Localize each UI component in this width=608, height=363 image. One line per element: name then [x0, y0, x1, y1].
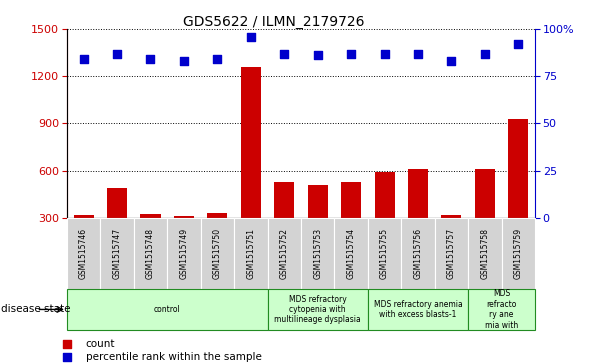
Bar [268, 218, 301, 289]
Bar [234, 218, 268, 289]
Bar [274, 182, 294, 265]
Text: GSM1515750: GSM1515750 [213, 228, 222, 279]
Point [379, 51, 389, 57]
Text: GSM1515746: GSM1515746 [79, 228, 88, 279]
Bar [241, 67, 261, 265]
Bar [308, 185, 328, 265]
Text: GSM1515753: GSM1515753 [313, 228, 322, 279]
Point [112, 51, 122, 57]
Bar [368, 218, 401, 289]
Bar [334, 218, 368, 289]
Text: GSM1515759: GSM1515759 [514, 228, 523, 279]
Bar [100, 218, 134, 289]
Text: GSM1515747: GSM1515747 [112, 228, 122, 279]
Text: MDS refractory
cytopenia with
multilineage dysplasia: MDS refractory cytopenia with multilinea… [274, 294, 361, 325]
Bar [408, 169, 428, 265]
Point [413, 51, 423, 57]
Bar [508, 119, 528, 265]
Bar [140, 214, 161, 265]
Bar [174, 216, 194, 265]
Text: disease state: disease state [1, 305, 71, 314]
Bar [67, 289, 268, 330]
Bar [74, 215, 94, 265]
Text: GSM1515751: GSM1515751 [246, 228, 255, 279]
Point [296, 174, 306, 180]
Point [347, 51, 356, 57]
Bar [134, 218, 167, 289]
Text: count: count [86, 339, 115, 349]
Bar [468, 218, 502, 289]
Text: control: control [154, 305, 181, 314]
Bar [301, 218, 334, 289]
Bar [375, 172, 395, 265]
Point [179, 58, 188, 64]
Point [513, 41, 523, 47]
Bar [67, 218, 100, 289]
Text: GSM1515758: GSM1515758 [480, 228, 489, 279]
Bar [268, 289, 368, 330]
Text: GSM1515752: GSM1515752 [280, 228, 289, 279]
Bar [435, 218, 468, 289]
Point [446, 58, 456, 64]
Bar [368, 289, 468, 330]
Text: GDS5622 / ILMN_2179726: GDS5622 / ILMN_2179726 [183, 15, 364, 29]
Text: GSM1515749: GSM1515749 [179, 228, 188, 279]
Text: GSM1515748: GSM1515748 [146, 228, 155, 279]
Text: GSM1515756: GSM1515756 [413, 228, 423, 279]
Bar [475, 169, 495, 265]
Point [78, 56, 89, 62]
Text: GSM1515757: GSM1515757 [447, 228, 456, 279]
Bar [107, 188, 127, 265]
Text: MDS
refracto
ry ane
mia with: MDS refracto ry ane mia with [485, 289, 518, 330]
Bar [441, 215, 461, 265]
Text: GSM1515755: GSM1515755 [380, 228, 389, 279]
Text: percentile rank within the sample: percentile rank within the sample [86, 352, 261, 362]
Bar [201, 218, 234, 289]
Point [212, 56, 222, 62]
Point [246, 34, 255, 40]
Point [313, 53, 322, 58]
Point [279, 51, 289, 57]
Bar [401, 218, 435, 289]
Text: GSM1515754: GSM1515754 [347, 228, 356, 279]
Bar [167, 218, 201, 289]
Point [145, 56, 155, 62]
Text: MDS refractory anemia
with excess blasts-1: MDS refractory anemia with excess blasts… [374, 300, 462, 319]
Bar [207, 213, 227, 265]
Bar [341, 182, 361, 265]
Point [296, 293, 306, 299]
Bar [502, 218, 535, 289]
Point [480, 51, 490, 57]
Bar [468, 289, 535, 330]
